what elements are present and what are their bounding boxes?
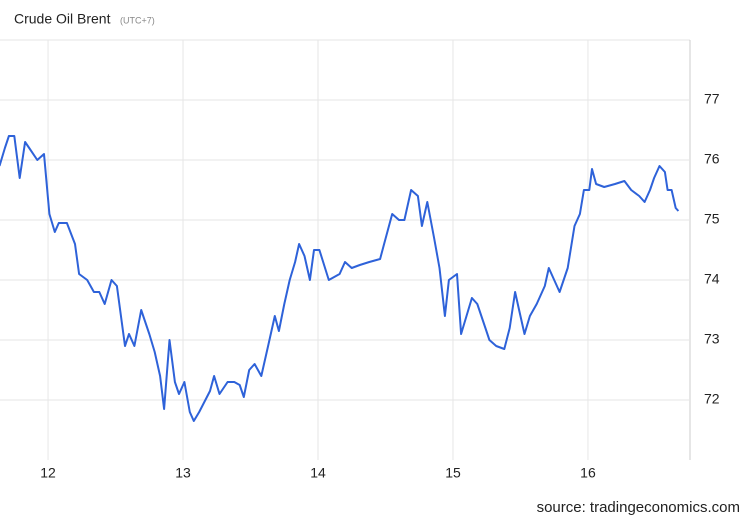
x-tick-label: 13 <box>175 465 191 481</box>
y-tick-label: 75 <box>704 211 720 227</box>
chart-title: Crude Oil Brent <box>14 11 111 27</box>
x-tick-label: 12 <box>40 465 56 481</box>
source: source: tradingeconomics.com <box>537 499 740 516</box>
x-tick-label: 16 <box>580 465 596 481</box>
price-line <box>0 135 680 422</box>
y-tick-label: 72 <box>704 391 720 407</box>
y-tick-label: 77 <box>704 91 720 107</box>
y-tick-label: 73 <box>704 331 720 347</box>
chart-subtitle: (UTC+7) <box>120 15 155 25</box>
x-tick-label: 15 <box>445 465 461 481</box>
y-tick-label: 74 <box>704 271 720 287</box>
y-tick-label: 76 <box>704 151 720 167</box>
x-tick-label: 14 <box>310 465 326 481</box>
